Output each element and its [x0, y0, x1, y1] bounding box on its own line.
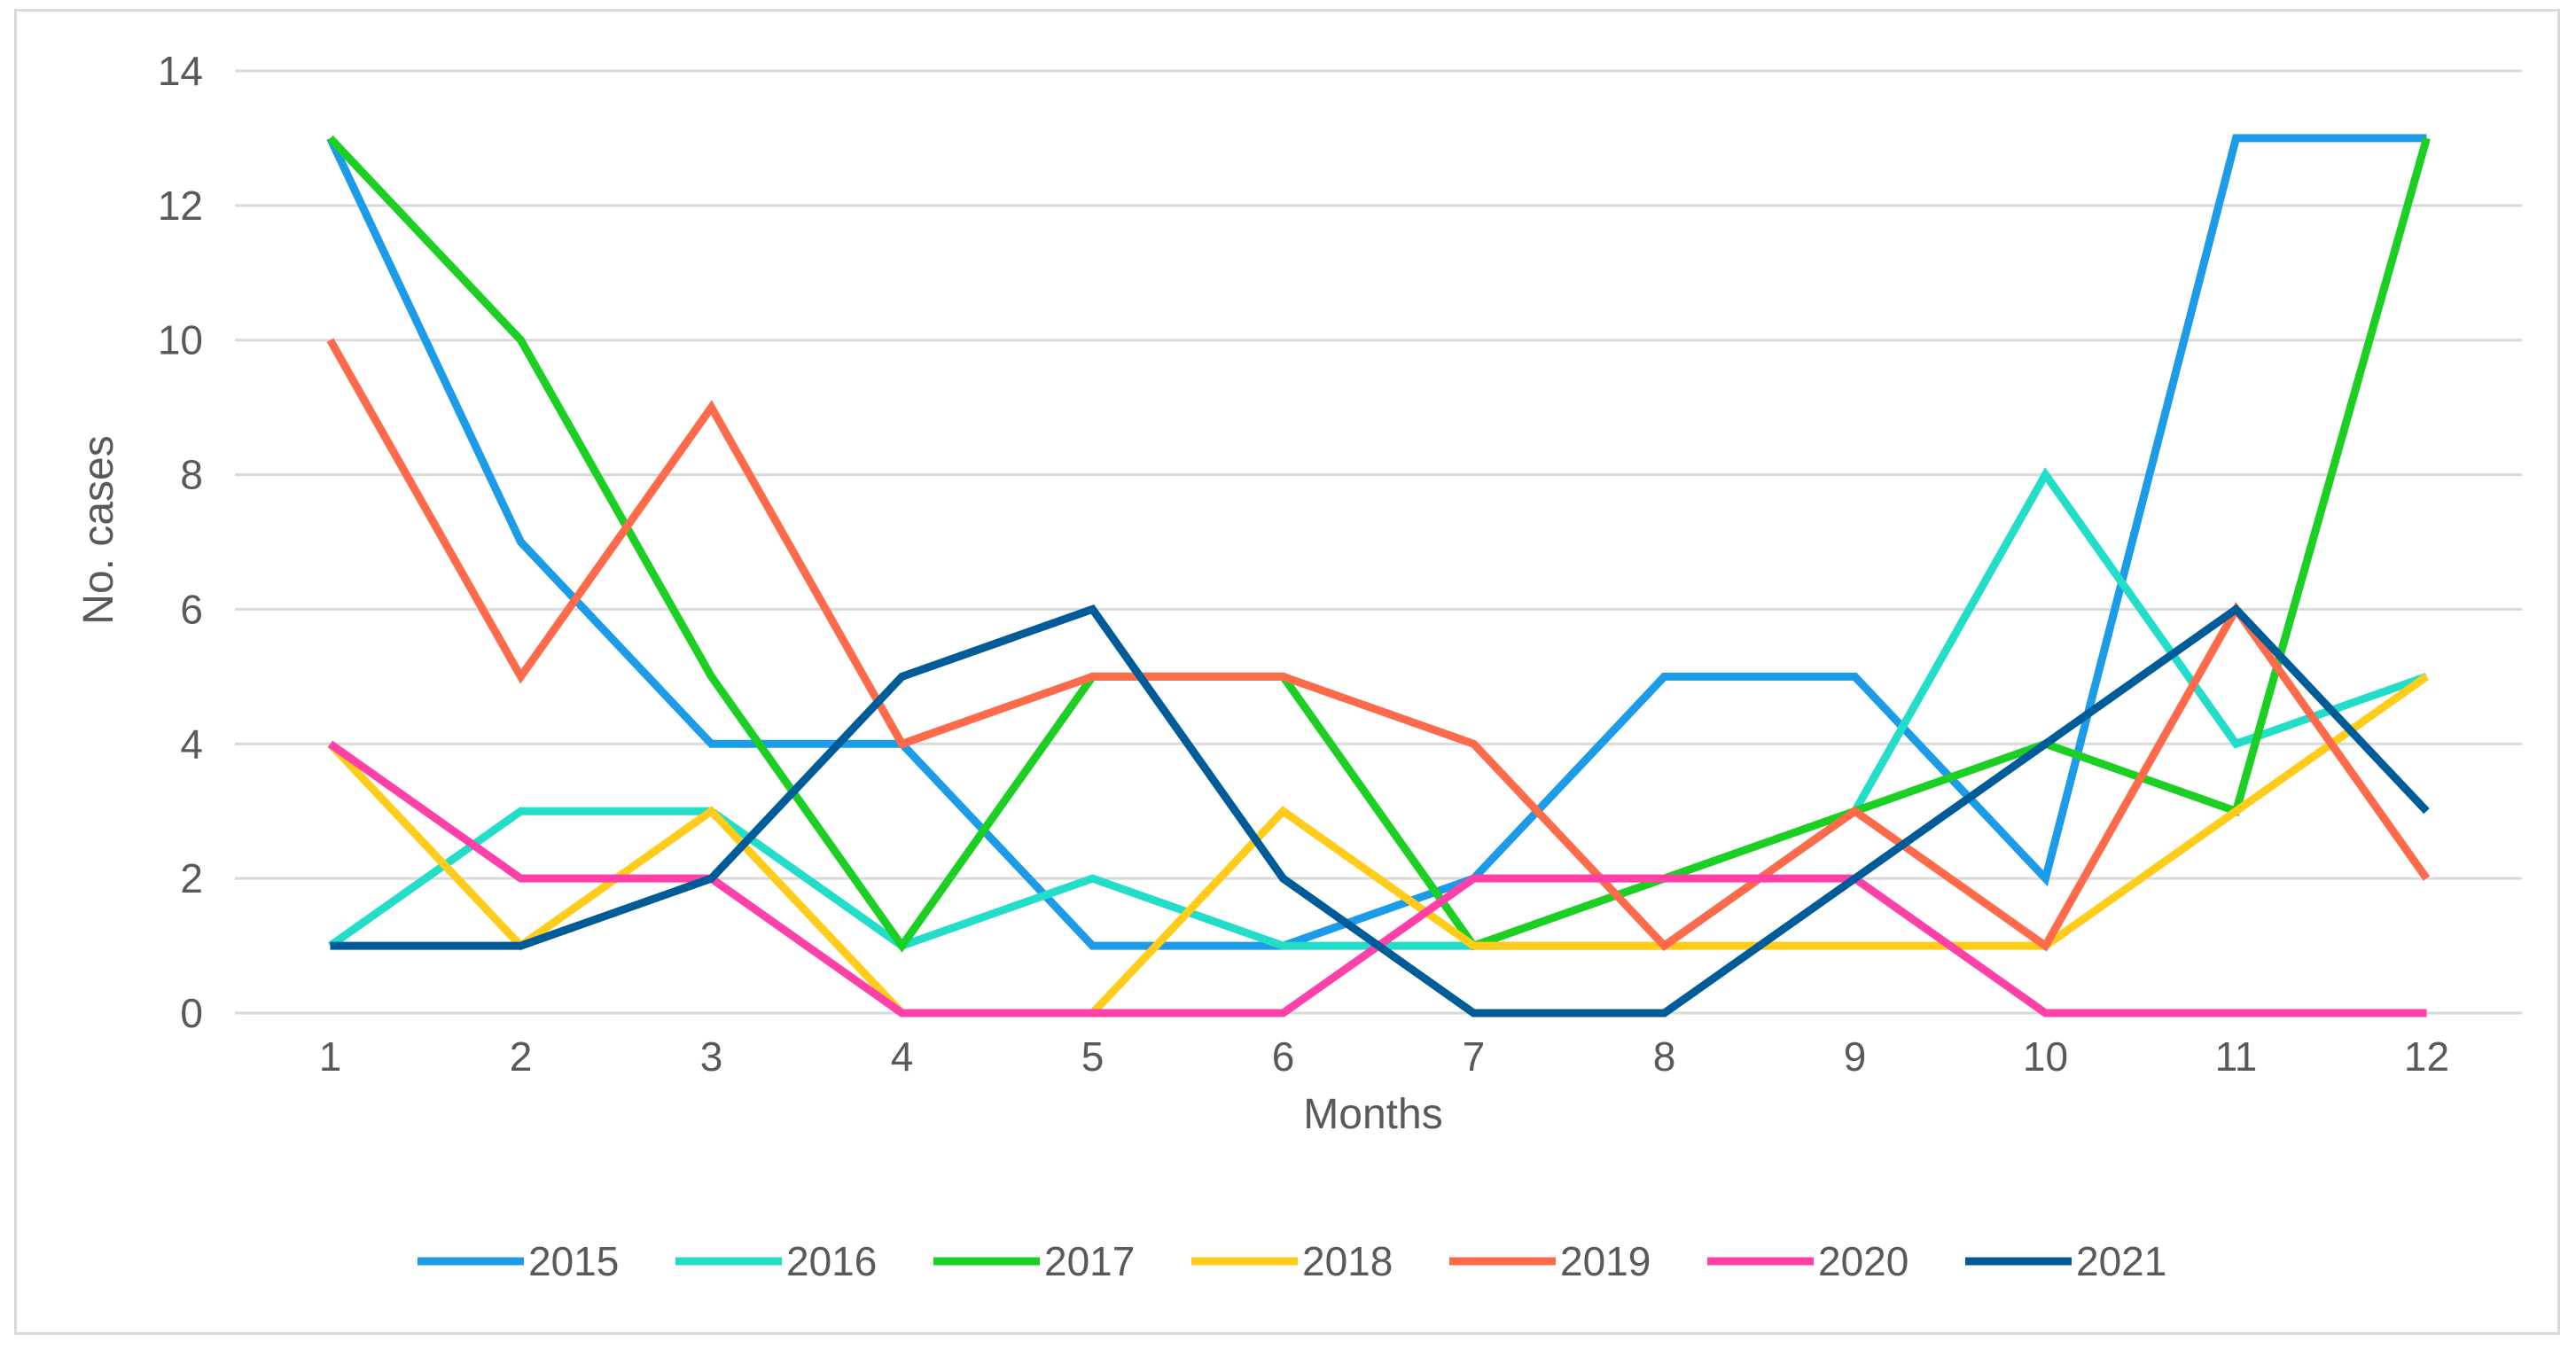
legend-item-2021: 2021 [1965, 1238, 2166, 1284]
y-tick-label: 6 [180, 586, 203, 632]
series-line-2021 [330, 604, 2430, 1018]
x-tick-label: 11 [2215, 1033, 2258, 1080]
y-tick-label: 10 [158, 317, 203, 363]
y-tick-label: 2 [180, 855, 203, 901]
y-axis-title: No. cases [75, 435, 122, 624]
y-tick-label: 12 [158, 183, 203, 229]
legend-label: 2018 [1302, 1238, 1393, 1284]
x-tick-label: 8 [1653, 1033, 1676, 1080]
x-tick-label: 7 [1463, 1033, 1486, 1080]
legend: 2015 2016 2017 2018 2019 2020 2021 [418, 1238, 2166, 1284]
series-line-2018 [327, 673, 2430, 1018]
chart-frame: 0 2 4 6 8 10 12 14 1 2 3 4 5 6 7 8 9 10 11 12 No. cases Mo… [14, 9, 2560, 1335]
x-tick-label: 3 [700, 1033, 723, 1080]
x-tick-labels: 1 2 3 4 5 6 7 8 9 10 11 12 [319, 1033, 2449, 1080]
legend-label: 2020 [1818, 1238, 1909, 1284]
x-tick-label: 2 [510, 1033, 533, 1080]
legend-item-2018: 2018 [1191, 1238, 1393, 1284]
y-tick-label: 14 [158, 48, 203, 94]
series-line-2017 [327, 135, 2431, 953]
y-tick-label: 0 [180, 990, 203, 1036]
series-lines [326, 134, 2431, 1018]
x-tick-label: 6 [1272, 1033, 1295, 1080]
x-tick-label: 10 [2023, 1033, 2068, 1080]
y-tick-labels: 0 2 4 6 8 10 12 14 [158, 48, 203, 1036]
legend-label: 2021 [2076, 1238, 2166, 1284]
legend-item-2016: 2016 [675, 1238, 877, 1284]
legend-label: 2019 [1560, 1238, 1651, 1284]
legend-label: 2016 [786, 1238, 877, 1284]
legend-item-2019: 2019 [1449, 1238, 1651, 1284]
y-tick-label: 4 [180, 721, 203, 767]
series-line-2019 [326, 338, 2431, 952]
x-axis-title: Months [1303, 1091, 1442, 1138]
legend-item-2020: 2020 [1707, 1238, 1909, 1284]
x-tick-label: 1 [319, 1033, 342, 1080]
x-tick-label: 4 [891, 1033, 914, 1080]
legend-label: 2015 [528, 1238, 619, 1284]
legend-item-2017: 2017 [933, 1238, 1135, 1284]
y-tick-label: 8 [180, 452, 203, 498]
x-tick-label: 9 [1844, 1033, 1867, 1080]
x-tick-label: 5 [1081, 1033, 1105, 1080]
legend-label: 2017 [1044, 1238, 1135, 1284]
gridlines [235, 69, 2522, 1015]
x-tick-label: 12 [2404, 1033, 2449, 1080]
legend-item-2015: 2015 [418, 1238, 619, 1284]
